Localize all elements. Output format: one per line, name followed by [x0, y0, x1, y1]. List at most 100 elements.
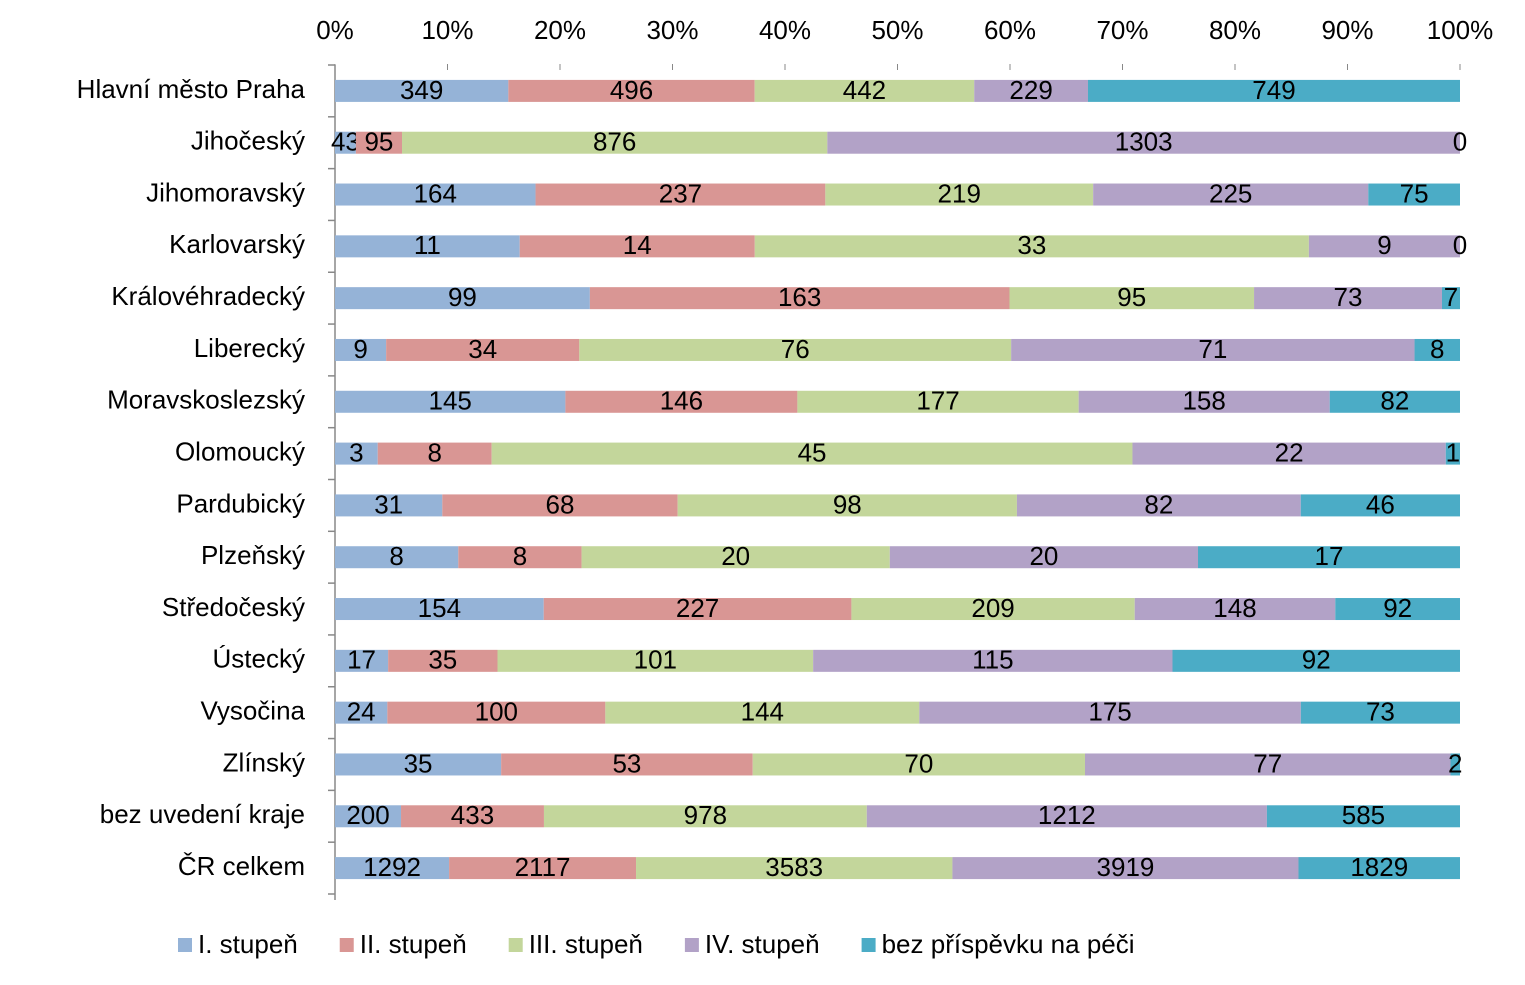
- data-label: 43: [331, 127, 360, 157]
- y-tick-label: Jihočeský: [191, 126, 305, 156]
- bar-segment: [1078, 390, 1330, 413]
- data-label: 95: [1117, 282, 1146, 312]
- bar-segment: [1329, 390, 1460, 413]
- data-label: 3583: [765, 852, 823, 882]
- bar-segment: [401, 805, 544, 828]
- data-label: 17: [347, 645, 376, 675]
- bar-segment: [501, 753, 753, 776]
- bar-segment: [952, 857, 1299, 880]
- legend-label: I. stupeň: [198, 929, 298, 959]
- bar-segment: [1016, 494, 1301, 517]
- bar-segment: [519, 235, 755, 258]
- bar-segment: [1087, 79, 1460, 102]
- bar-segment: [335, 649, 389, 672]
- bar-segment: [497, 649, 814, 672]
- bar-segment: [1254, 287, 1442, 310]
- data-label: 219: [938, 178, 981, 208]
- bar-segment: [1132, 442, 1446, 465]
- y-tick-label: Vysočina: [200, 696, 305, 726]
- data-label: 98: [833, 489, 862, 519]
- data-label: 158: [1182, 386, 1225, 416]
- legend-swatch: [684, 938, 699, 952]
- bar-segment: [825, 183, 1094, 206]
- x-tick-label: 80%: [1209, 15, 1261, 45]
- data-label: 71: [1198, 334, 1227, 364]
- data-label: 7: [1444, 282, 1458, 312]
- data-label: 3919: [1097, 852, 1155, 882]
- x-tick-label: 40%: [759, 15, 811, 45]
- data-label: 46: [1366, 489, 1395, 519]
- data-label: 35: [404, 748, 433, 778]
- data-label: 164: [414, 178, 457, 208]
- y-tick-label: Moravskoslezský: [107, 385, 305, 415]
- data-label: 144: [741, 697, 784, 727]
- data-label: 82: [1144, 489, 1173, 519]
- y-tick-label: Hlavní město Praha: [77, 74, 306, 104]
- y-tick-label: Ústecký: [213, 644, 305, 674]
- bar-segment: [335, 701, 388, 724]
- x-tick-label: 30%: [646, 15, 698, 45]
- bar-segment: [335, 546, 459, 569]
- data-label: 92: [1302, 645, 1331, 675]
- bar-segment: [974, 79, 1088, 102]
- data-label: 585: [1342, 800, 1385, 830]
- bar-segment: [677, 494, 1017, 517]
- data-label: 349: [400, 75, 443, 105]
- x-tick-label: 90%: [1321, 15, 1373, 45]
- bar-segment: [754, 235, 1309, 258]
- bar-segment: [636, 857, 953, 880]
- data-label: 237: [659, 178, 702, 208]
- bar-segment: [797, 390, 1079, 413]
- data-label: 145: [429, 386, 472, 416]
- bar-segment: [866, 805, 1267, 828]
- bar-segment: [335, 598, 544, 621]
- data-label: 749: [1252, 75, 1295, 105]
- bar-segment: [1172, 649, 1460, 672]
- bar-segment: [605, 701, 920, 724]
- bar-segment: [535, 183, 826, 206]
- data-label: 148: [1213, 593, 1256, 623]
- bar-segment: [889, 546, 1199, 569]
- bar-segment: [827, 131, 1460, 154]
- y-tick-label: Liberecký: [194, 333, 305, 363]
- bar-segment: [1441, 287, 1460, 310]
- bar-segment: [1300, 494, 1460, 517]
- data-label: 1212: [1038, 800, 1096, 830]
- bar-segment: [1266, 805, 1460, 828]
- x-tick-label: 0%: [316, 15, 354, 45]
- bar-segment: [458, 546, 582, 569]
- y-tick-label: Karlovarský: [169, 229, 305, 259]
- bar-segment: [1450, 753, 1460, 776]
- data-label: 0: [1453, 127, 1467, 157]
- bar-segment: [565, 390, 798, 413]
- y-tick-label: Královéhradecký: [111, 281, 305, 311]
- data-label: 73: [1366, 697, 1395, 727]
- data-label: 442: [843, 75, 886, 105]
- data-label: 76: [781, 334, 810, 364]
- bar-segment: [851, 598, 1135, 621]
- x-tick-label: 70%: [1096, 15, 1148, 45]
- data-label: 1: [1446, 437, 1460, 467]
- data-label: 95: [364, 127, 393, 157]
- y-tick-label: Pardubický: [176, 488, 305, 518]
- bar-segment: [491, 442, 1133, 465]
- bar-segment: [1300, 701, 1460, 724]
- bar-segment: [335, 235, 520, 258]
- bar-segment: [813, 649, 1173, 672]
- bar-segment: [335, 287, 590, 310]
- legend-label: III. stupeň: [529, 929, 643, 959]
- bar-segment: [388, 649, 498, 672]
- y-tick-label: bez uvedení kraje: [100, 799, 305, 829]
- legend-label: II. stupeň: [360, 929, 467, 959]
- bar-segment: [387, 701, 606, 724]
- data-label: 8: [513, 541, 527, 571]
- data-label: 24: [347, 697, 376, 727]
- data-label: 53: [612, 748, 641, 778]
- bar-segment: [442, 494, 678, 517]
- data-label: 75: [1400, 178, 1429, 208]
- data-label: 11: [414, 230, 441, 260]
- data-label: 115: [972, 645, 1013, 675]
- data-label: 20: [1029, 541, 1058, 571]
- data-label: 35: [428, 645, 457, 675]
- bar-segment: [1011, 338, 1415, 361]
